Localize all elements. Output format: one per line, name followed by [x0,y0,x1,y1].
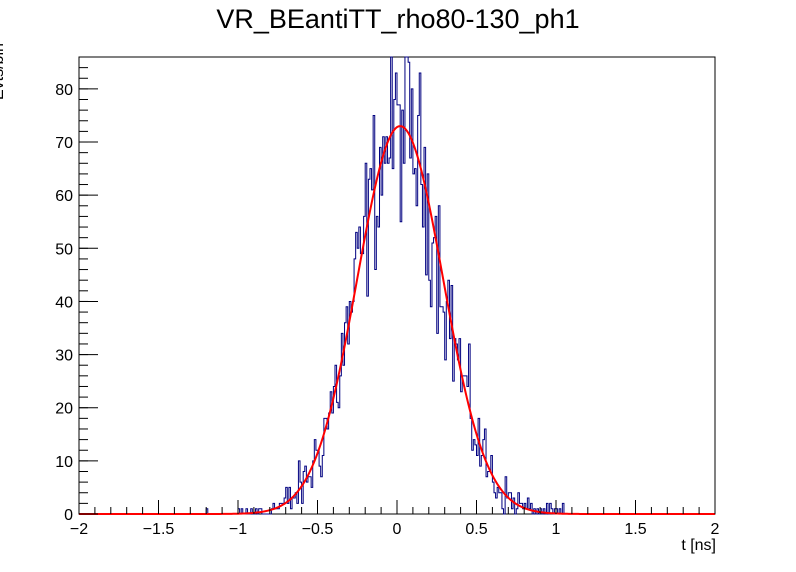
fit-layer [79,125,715,515]
x-axis-label: t [ns] [681,537,716,554]
y-tick-label: 0 [64,507,73,524]
fit-curve [79,125,715,515]
x-tick-label: 1 [552,521,561,538]
y-tick-label: 80 [55,82,73,99]
y-tick-label: 50 [55,241,73,258]
x-axis: −2 −1.5 −1 −0.5 0 0.5 1 1.5 2 [70,500,720,538]
plot-frame [78,56,716,515]
x-tick-label: 0 [393,521,402,538]
y-tick-label: 30 [55,348,73,365]
x-tick-label: 2 [711,521,720,538]
histogram-series [79,56,715,515]
x-tick-label: 0.5 [465,521,487,538]
y-tick-label: 20 [55,401,73,418]
x-tick-label: −2 [70,521,88,538]
chart-title: VR_BEantiTT_rho80-130_ph1 [216,4,580,34]
y-tick-label: 60 [55,188,73,205]
x-tick-label: 1.5 [624,521,646,538]
histogram-layer [79,56,715,515]
y-tick-label: 70 [55,135,73,152]
y-tick-label: 40 [55,294,73,311]
y-tick-label: 10 [55,454,73,471]
y-axis: 0 10 20 30 40 50 60 70 80 [55,56,98,524]
y-axis-label: Evts/bin [0,43,26,100]
x-tick-label: −1 [229,521,247,538]
x-tick-label: −1.5 [143,521,175,538]
y-axis-label-text: Evts/bin [0,43,7,100]
x-tick-label: −0.5 [302,521,334,538]
